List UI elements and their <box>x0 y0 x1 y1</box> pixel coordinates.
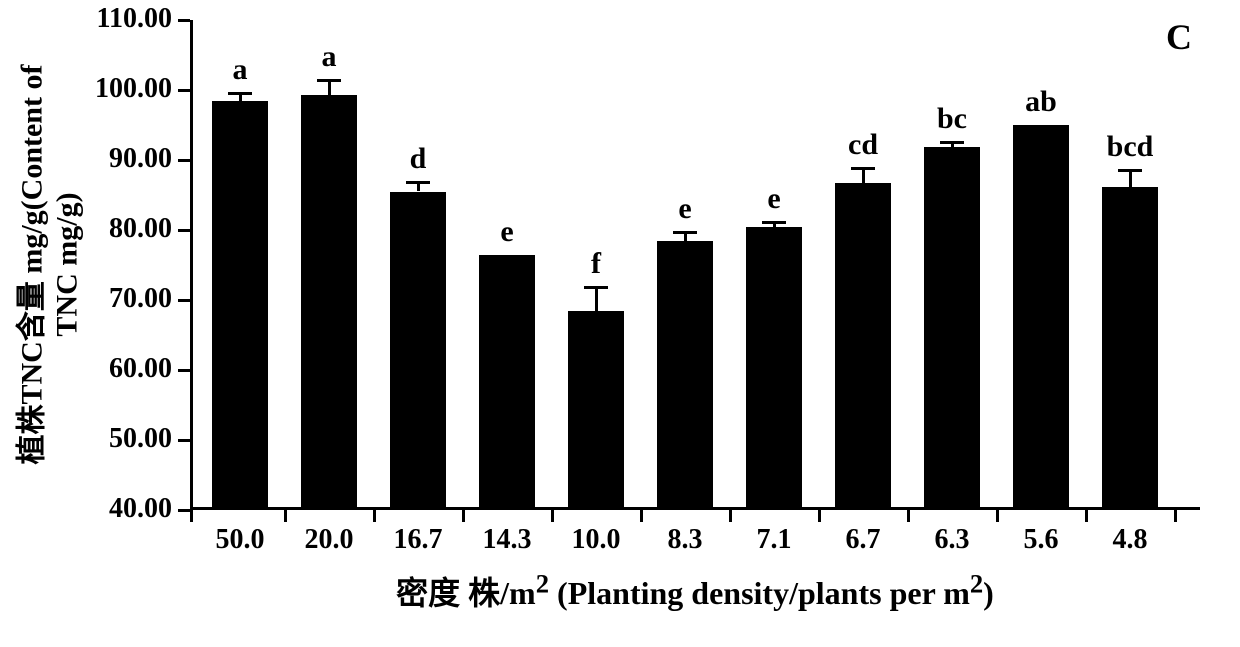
bar <box>390 192 446 511</box>
bar <box>924 147 980 510</box>
bar <box>568 311 624 510</box>
y-axis-title: 植株TNC含量 mg/g(Content of TNC mg/g) <box>16 20 85 510</box>
ytick-label: 100.00 <box>82 73 172 105</box>
error-bar-stem <box>595 287 598 311</box>
error-bar-stem <box>328 80 331 95</box>
error-bar-stem <box>1129 170 1132 188</box>
xtick-label: 6.3 <box>908 524 997 556</box>
bar <box>746 227 802 510</box>
xtick-mark <box>551 510 554 522</box>
xtick-label: 4.8 <box>1086 524 1175 556</box>
ytick-label: 40.00 <box>82 493 172 525</box>
error-bar-cap <box>762 221 786 224</box>
ytick-label: 110.00 <box>82 3 172 35</box>
x-axis-title-mid: (Planting density/plants per m <box>549 575 970 611</box>
xtick-mark <box>190 510 193 522</box>
chart-container: C 植株TNC含量 mg/g(Content of TNC mg/g) 密度 株… <box>0 0 1240 647</box>
significance-letter: e <box>459 215 555 249</box>
xtick-mark <box>640 510 643 522</box>
xtick-label: 7.1 <box>730 524 819 556</box>
ytick-mark <box>178 19 190 22</box>
ytick-mark <box>178 439 190 442</box>
xtick-label: 20.0 <box>285 524 374 556</box>
error-bar-cap <box>673 231 697 234</box>
xtick-label: 16.7 <box>374 524 463 556</box>
xtick-mark <box>996 510 999 522</box>
xtick-mark <box>818 510 821 522</box>
ytick-label: 50.00 <box>82 423 172 455</box>
xtick-label: 50.0 <box>196 524 285 556</box>
ytick-label: 70.00 <box>82 283 172 315</box>
ytick-mark <box>178 369 190 372</box>
bar <box>479 255 535 511</box>
ytick-mark <box>178 89 190 92</box>
x-axis-title-sup1: 2 <box>536 568 549 598</box>
significance-letter: a <box>281 40 377 74</box>
xtick-mark <box>1085 510 1088 522</box>
significance-letter: e <box>726 182 822 216</box>
x-axis-title: 密度 株/m2 (Planting density/plants per m2) <box>190 568 1200 614</box>
error-bar-cap <box>851 167 875 170</box>
bar <box>1102 187 1158 510</box>
xtick-mark <box>729 510 732 522</box>
bar <box>1013 125 1069 510</box>
xtick-label: 5.6 <box>997 524 1086 556</box>
significance-letter: bcd <box>1082 130 1178 164</box>
significance-letter: d <box>370 142 466 176</box>
xtick-mark <box>462 510 465 522</box>
significance-letter: bc <box>904 102 1000 136</box>
x-axis-title-prefix: 密度 株/m <box>396 575 536 611</box>
bar <box>212 101 268 510</box>
ytick-label: 60.00 <box>82 353 172 385</box>
ytick-label: 80.00 <box>82 213 172 245</box>
x-axis-title-sup2: 2 <box>970 568 983 598</box>
error-bar-cap <box>228 92 252 95</box>
error-bar-cap <box>317 79 341 82</box>
significance-letter: cd <box>815 128 911 162</box>
xtick-mark <box>373 510 376 522</box>
error-bar-cap <box>406 181 430 184</box>
error-bar-cap <box>584 286 608 289</box>
xtick-mark <box>907 510 910 522</box>
significance-letter: ab <box>993 85 1089 119</box>
ytick-mark <box>178 159 190 162</box>
error-bar-cap <box>1118 169 1142 172</box>
bar <box>657 241 713 510</box>
xtick-label: 8.3 <box>641 524 730 556</box>
xtick-label: 6.7 <box>819 524 908 556</box>
error-bar-stem <box>862 168 865 183</box>
xtick-label: 10.0 <box>552 524 641 556</box>
error-bar-cap <box>940 141 964 144</box>
significance-letter: f <box>548 247 644 281</box>
xtick-label: 14.3 <box>463 524 552 556</box>
bar <box>835 183 891 510</box>
xtick-mark <box>1174 510 1177 522</box>
bar <box>301 95 357 510</box>
significance-letter: a <box>192 53 288 87</box>
significance-letter: e <box>637 192 733 226</box>
ytick-mark <box>178 509 190 512</box>
ytick-mark <box>178 229 190 232</box>
xtick-mark <box>284 510 287 522</box>
ytick-label: 90.00 <box>82 143 172 175</box>
x-axis-title-suffix: ) <box>983 575 994 611</box>
ytick-mark <box>178 299 190 302</box>
